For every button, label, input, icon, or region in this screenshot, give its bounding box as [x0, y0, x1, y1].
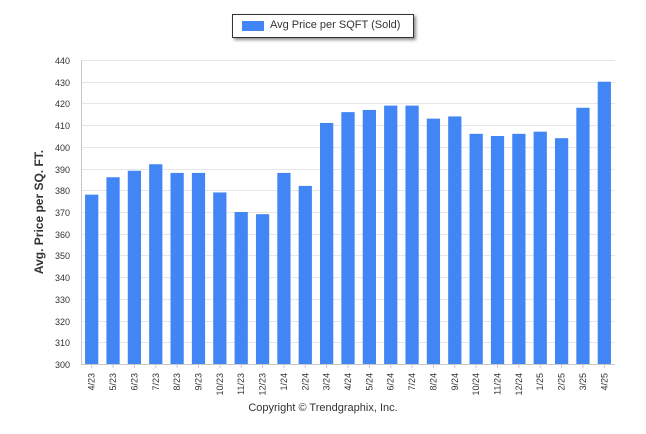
legend-swatch — [242, 21, 264, 31]
bar — [106, 177, 120, 364]
bar — [554, 138, 569, 364]
x-tick-label: 1/24 — [279, 373, 289, 391]
bar — [405, 105, 419, 364]
bar — [170, 172, 184, 364]
bar — [320, 122, 334, 364]
x-tick-label: 5/23 — [108, 373, 118, 391]
bar — [490, 136, 505, 364]
x-tick-label: 2/25 — [557, 373, 567, 391]
bar — [298, 185, 312, 364]
bar — [597, 81, 611, 364]
bar — [448, 116, 462, 364]
bar — [576, 107, 590, 365]
x-tick-label: 11/24 — [493, 373, 503, 395]
bar — [234, 212, 248, 364]
x-tick-label: 5/24 — [364, 373, 374, 391]
x-tick-label: 11/23 — [236, 373, 246, 395]
x-tick-label: 2/24 — [300, 373, 310, 391]
y-tick-label: 410 — [55, 121, 70, 131]
bar — [277, 172, 291, 364]
y-tick-label: 420 — [55, 99, 70, 109]
legend: Avg Price per SQFT (Sold) — [232, 14, 414, 38]
bar — [512, 133, 526, 364]
x-tick-label: 3/25 — [578, 373, 588, 391]
x-tick-label: 6/24 — [386, 373, 396, 391]
x-tick-label: 7/23 — [151, 373, 161, 391]
x-tick-label: 4/25 — [599, 373, 609, 391]
x-tick-label: 1/25 — [535, 373, 545, 391]
y-tick-label: 440 — [55, 56, 70, 66]
x-tick-label: 6/23 — [129, 373, 139, 391]
x-tick-label: 8/24 — [428, 373, 438, 391]
y-tick-label: 350 — [55, 251, 70, 261]
x-tick-label: 9/23 — [193, 373, 203, 391]
label-layer: 4/23 5/23 6/23 7/23 8/23 9/23 10/23 11/23 12/23 1… — [87, 373, 610, 396]
x-tick-label: 10/23 — [215, 373, 225, 396]
x-tick-label: 7/24 — [407, 373, 417, 391]
y-tick-label: 360 — [55, 230, 70, 240]
y-tick-label: 310 — [55, 338, 70, 348]
bar — [255, 214, 270, 364]
bar — [469, 133, 483, 364]
bar — [341, 112, 355, 364]
bar — [149, 164, 163, 364]
x-tick-label: 8/23 — [172, 373, 182, 391]
y-tick-label: 400 — [55, 143, 70, 153]
y-axis-title: Avg. Price per SQ. FT. — [32, 150, 46, 274]
y-tick-label: 370 — [55, 208, 70, 218]
x-tick-label: 3/24 — [322, 373, 332, 391]
y-tick-label: 320 — [55, 317, 70, 327]
bar — [85, 194, 99, 364]
x-tick-label: 12/24 — [514, 373, 524, 396]
bar — [213, 192, 227, 364]
legend-label: Avg Price per SQFT (Sold) — [270, 19, 401, 31]
y-tick-label: 330 — [55, 295, 70, 305]
bar — [362, 109, 376, 364]
x-tick-label: 10/24 — [471, 373, 481, 396]
y-tick-label: 300 — [55, 360, 70, 370]
axis-layer: 300 310 320 330 340 350 360 370 380 390 400 410 420 4… — [32, 56, 605, 370]
y-tick-label: 380 — [55, 186, 70, 196]
bar — [533, 131, 547, 364]
bar — [426, 118, 441, 364]
bar — [384, 105, 398, 364]
bar — [127, 170, 142, 364]
x-tick-label: 4/24 — [343, 373, 353, 391]
y-tick-label: 430 — [55, 78, 70, 88]
y-tick-label: 340 — [55, 273, 70, 283]
x-tick-label: 4/23 — [87, 373, 97, 391]
x-tick-label: 12/23 — [258, 373, 268, 396]
x-tick-label: 9/24 — [450, 373, 460, 391]
copyright-text: Copyright © Trendgraphix, Inc. — [248, 402, 398, 414]
y-tick-label: 390 — [55, 165, 70, 175]
bar — [191, 172, 206, 364]
bar-layer — [85, 81, 611, 365]
